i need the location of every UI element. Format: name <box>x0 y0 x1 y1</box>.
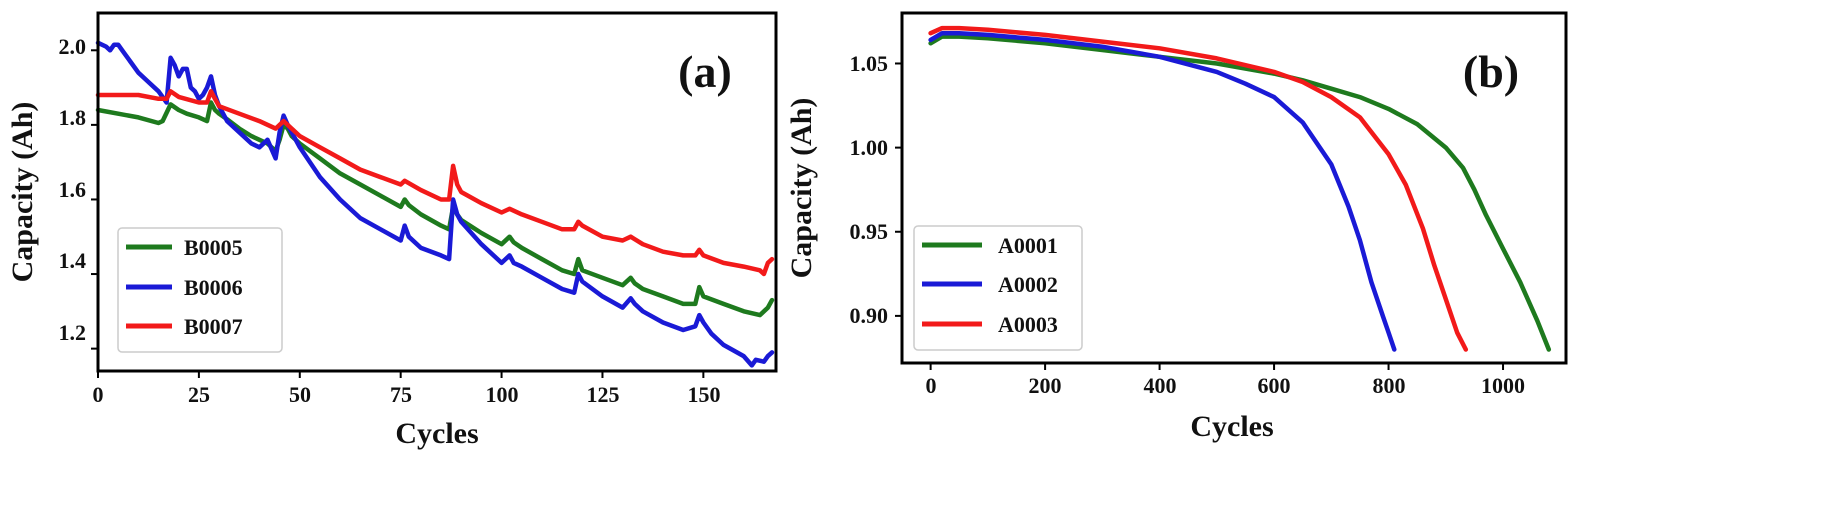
x-tick-label-a: 75 <box>390 382 412 407</box>
panel-label-a: (a) <box>678 46 732 97</box>
plot-frame-a <box>96 11 778 373</box>
panel-a: 0 25 50 75 100 125 150 1.2 1.4 1.6 1.8 2… <box>6 11 778 450</box>
legend-label-b0005: B0005 <box>184 235 243 260</box>
x-tick-label-b: 0 <box>926 373 937 398</box>
series-line-b0006 <box>95 40 775 368</box>
x-tick-label-b: 400 <box>1144 373 1177 398</box>
y-tick-label-a: 1.8 <box>59 105 87 130</box>
series-line-b0005 <box>95 100 775 318</box>
y-tick-label-a: 2.0 <box>59 34 87 59</box>
y-axis-title-b: Capacity (Ah) <box>785 98 818 279</box>
legend-label-a0002: A0002 <box>998 272 1058 297</box>
tick-group-a <box>91 49 705 378</box>
legend-label-a0001: A0001 <box>998 233 1058 258</box>
x-tick-label-b: 800 <box>1373 373 1406 398</box>
y-tick-label-b: 1.05 <box>850 51 889 76</box>
y-tick-label-b: 0.95 <box>850 219 889 244</box>
x-axis-title-a: Cycles <box>395 417 478 450</box>
series-line-a0003 <box>928 25 1469 352</box>
legend-box-a <box>117 227 283 353</box>
y-tick-label-a: 1.4 <box>59 248 87 273</box>
series-line-a0002 <box>928 30 1397 352</box>
x-tick-label-a: 0 <box>93 382 104 407</box>
y-tick-label-b: 0.90 <box>850 303 889 328</box>
legend-box-b <box>913 225 1083 351</box>
panel-label-b: (b) <box>1463 46 1519 97</box>
x-tick-label-a: 150 <box>688 382 721 407</box>
x-tick-label-a: 25 <box>188 382 210 407</box>
series-group-b <box>928 25 1552 352</box>
series-line-b0007 <box>95 89 775 277</box>
x-axis-title-b: Cycles <box>1190 410 1273 443</box>
legend-a: B0005 B0006 B0007 <box>117 227 283 353</box>
legend-b: A0001 A0002 A0003 <box>913 225 1083 351</box>
x-tick-label-a: 50 <box>289 382 311 407</box>
x-tick-label-a: 125 <box>587 382 620 407</box>
legend-label-a0003: A0003 <box>998 312 1058 337</box>
y-tick-label-a: 1.2 <box>59 320 87 345</box>
x-tick-label-b: 600 <box>1258 373 1291 398</box>
plot-frame-b <box>900 11 1568 365</box>
y-axis-title-a: Capacity (Ah) <box>6 102 39 283</box>
series-group-a <box>95 40 775 368</box>
y-tick-label-b: 1.00 <box>850 135 889 160</box>
tick-group-b <box>895 62 1505 370</box>
panel-b: 0 200 400 600 800 1000 0.90 0.95 1.00 1.… <box>785 11 1568 443</box>
legend-label-b0007: B0007 <box>184 314 243 339</box>
x-tick-label-b: 1000 <box>1481 373 1525 398</box>
series-line-a0001 <box>928 34 1552 352</box>
x-tick-label-a: 100 <box>486 382 519 407</box>
x-tick-label-b: 200 <box>1029 373 1062 398</box>
legend-label-b0006: B0006 <box>184 275 243 300</box>
y-tick-label-a: 1.6 <box>59 177 87 202</box>
